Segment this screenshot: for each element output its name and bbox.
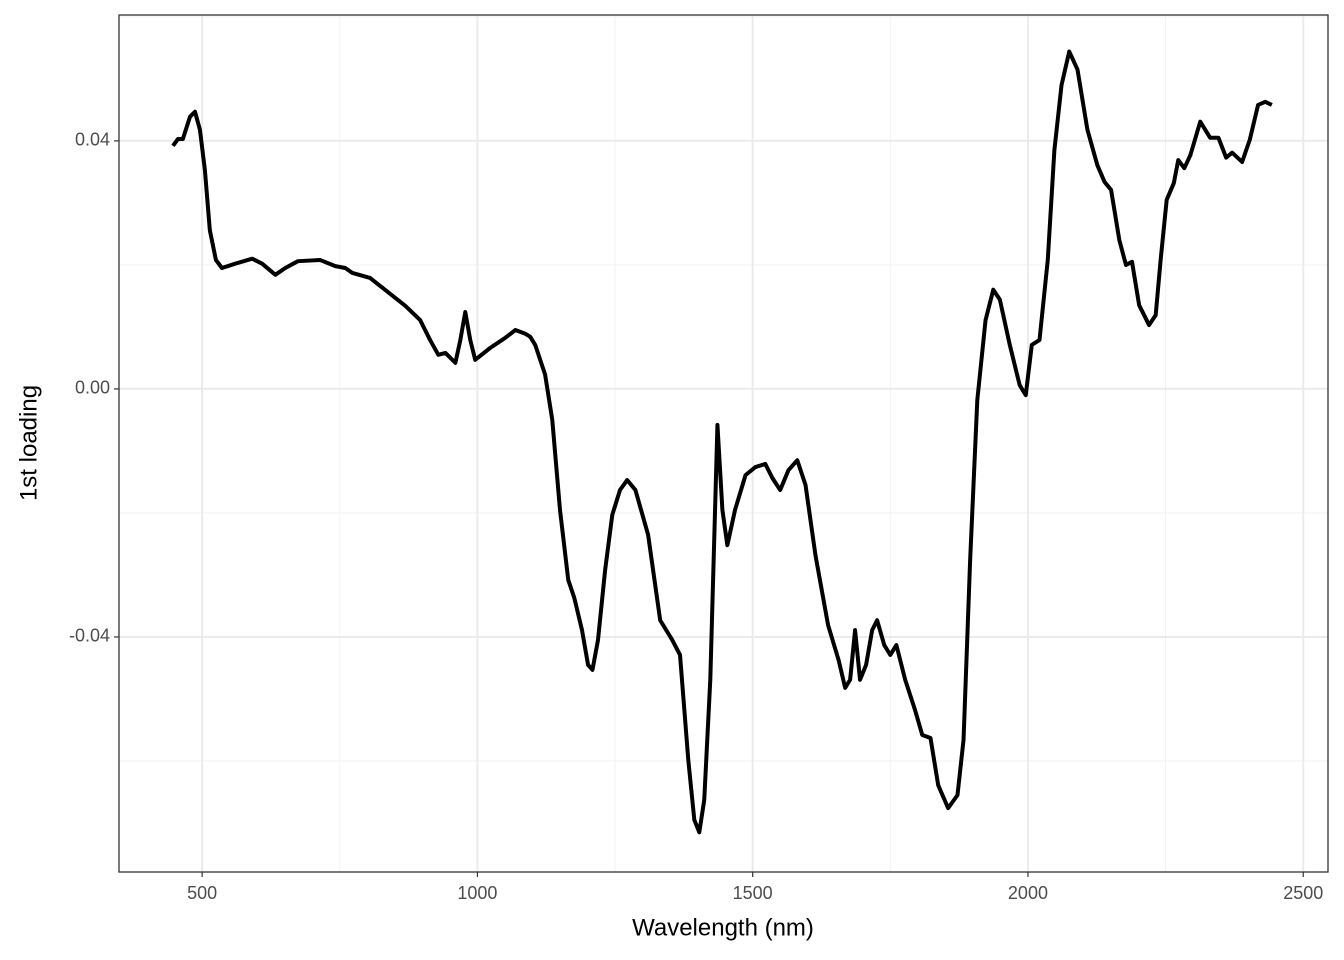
y-axis-title: 1st loading [15,385,42,501]
x-tick-label: 1500 [733,883,773,903]
y-tick-label: 0.04 [75,130,110,150]
y-tick-label: 0.00 [75,378,110,398]
x-tick-label: 500 [187,883,217,903]
y-tick-label: -0.04 [69,626,110,646]
panel-border [118,14,1329,873]
x-tick-label: 1000 [457,883,497,903]
x-tick-label: 2000 [1008,883,1048,903]
x-tick-label: 2500 [1283,883,1323,903]
x-axis-title: Wavelength (nm) [632,914,814,941]
series-line [171,49,1273,835]
